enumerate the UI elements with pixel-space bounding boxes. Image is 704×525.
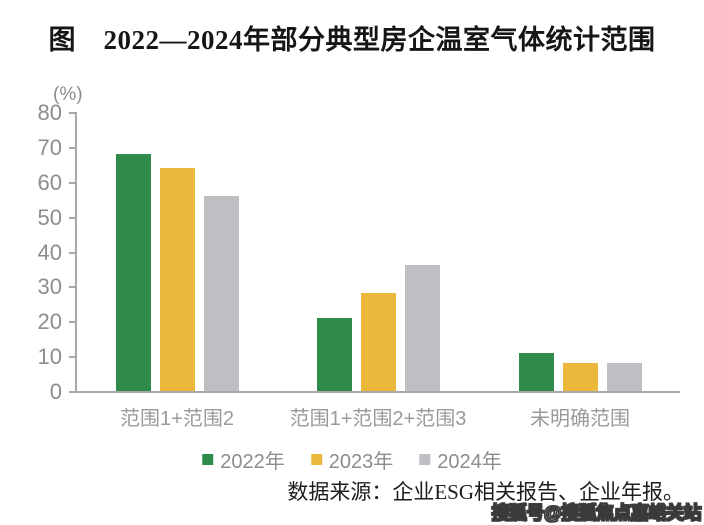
chart-legend: 2022年 2023年 2024年 (189, 445, 515, 474)
y-tick-mark (69, 251, 76, 254)
chart-title: 图 2022—2024年部分典型房企温室气体统计范围 (48, 25, 656, 55)
legend-label: 2023年 (328, 451, 394, 473)
y-tick-mark (69, 286, 76, 289)
bar-2024年-范围1+范围2+范围3 (405, 265, 440, 391)
y-tick-label: 50 (37, 204, 62, 230)
y-axis-line (75, 112, 77, 393)
bar-2022年-范围1+范围2 (116, 154, 151, 391)
y-tick-label: 60 (37, 169, 62, 195)
x-category-label: 未明确范围 (530, 408, 630, 430)
x-category-label: 范围1+范围2 (120, 408, 234, 430)
y-tick-label: 0 (49, 379, 62, 404)
legend-swatch-icon (202, 454, 214, 465)
y-tick-mark (69, 321, 76, 324)
y-tick-mark (69, 112, 76, 114)
legend-swatch-icon (419, 454, 431, 465)
bar-2022年-范围1+范围2+范围3 (317, 318, 352, 391)
source-note: 数据来源：企业ESG相关报告、企业年报。 (287, 480, 684, 504)
y-tick-mark (69, 146, 76, 149)
y-tick-label: 40 (37, 239, 62, 265)
legend-item-2024年: 2024年 (419, 445, 502, 474)
y-tick-mark (69, 391, 76, 393)
watermark: 搜狐号@搜狐焦点嘉峪关站 (491, 502, 702, 523)
y-tick-mark (69, 216, 76, 219)
y-tick-label: 20 (37, 309, 62, 335)
bar-2023年-范围1+范围2 (160, 168, 195, 391)
y-tick-mark (69, 181, 76, 184)
legend-item-2023年: 2023年 (310, 445, 394, 474)
bar-2024年-范围1+范围2 (204, 196, 239, 391)
legend-label: 2024年 (437, 451, 502, 473)
legend-label: 2022年 (220, 451, 285, 473)
x-axis-line (75, 391, 680, 393)
x-category-label: 范围1+范围2+范围3 (289, 408, 467, 430)
legend-item-2022年: 2022年 (202, 445, 285, 474)
bar-2023年-未明确范围 (563, 363, 598, 391)
y-axis-unit-label: (%) (53, 84, 83, 105)
y-tick-label: 80 (37, 100, 62, 125)
bar-2023年-范围1+范围2+范围3 (361, 293, 396, 391)
y-tick-label: 10 (37, 344, 62, 370)
bar-2022年-未明确范围 (519, 353, 554, 391)
y-tick-mark (69, 356, 76, 359)
bar-2024年-未明确范围 (607, 363, 642, 391)
y-tick-label: 30 (37, 274, 62, 300)
legend-swatch-icon (310, 454, 322, 465)
y-tick-label: 70 (37, 134, 62, 160)
